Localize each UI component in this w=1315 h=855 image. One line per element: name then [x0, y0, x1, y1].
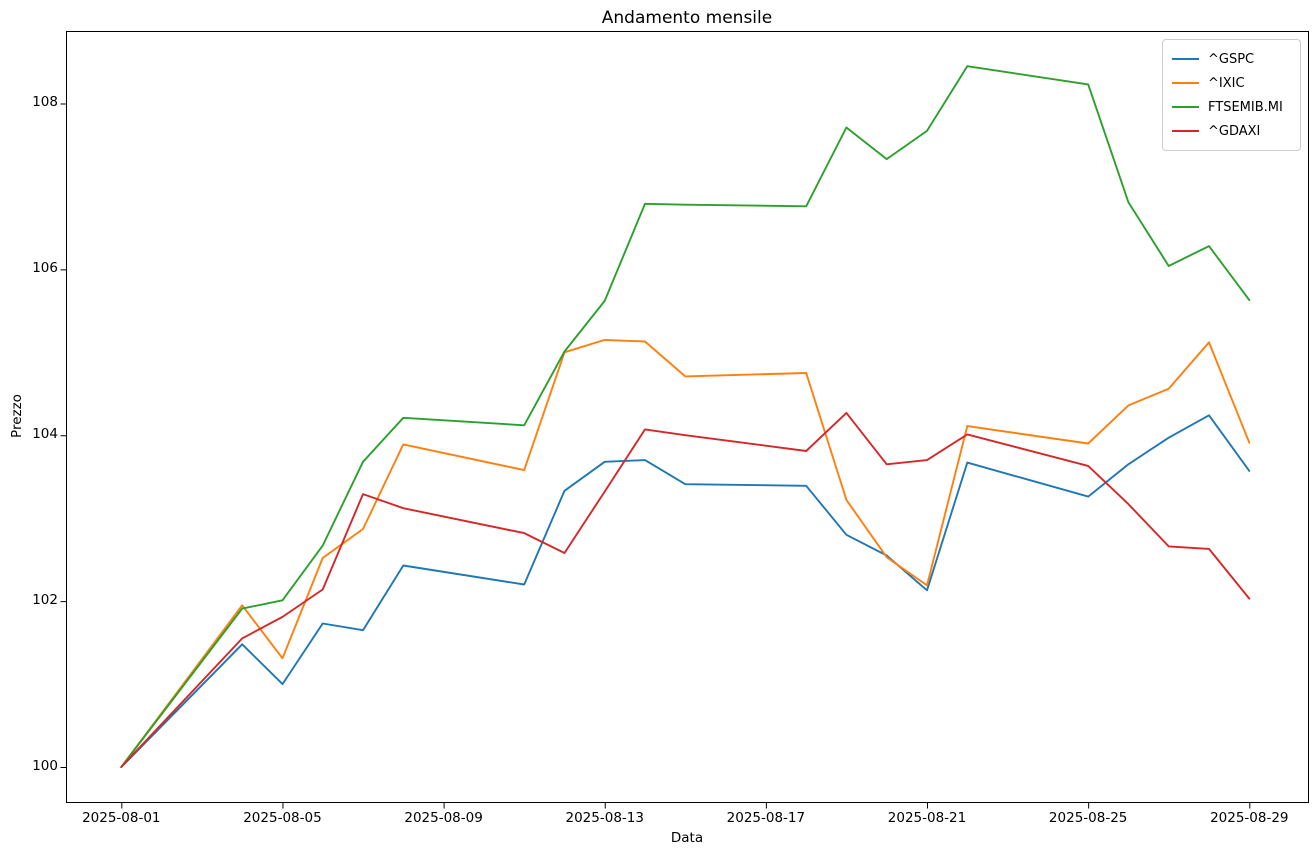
y-tick-label: 108: [32, 94, 58, 111]
x-tick-label: 2025-08-17: [726, 810, 806, 826]
x-axis-label: Data: [670, 830, 704, 846]
y-tick-label: 102: [32, 592, 58, 609]
series-line-ftsemibmi: [120, 65, 1251, 768]
x-tick-label: 2025-08-25: [1048, 810, 1128, 826]
x-tick-label: 2025-08-09: [404, 810, 483, 826]
legend-item: ^IXIC: [1172, 71, 1290, 95]
y-tick-label: 104: [32, 426, 58, 443]
legend-item: ^GDAXI: [1172, 119, 1290, 143]
y-tick-label: 106: [32, 260, 58, 277]
legend-item: ^GSPC: [1172, 47, 1290, 71]
legend-label: ^GSPC: [1208, 51, 1255, 67]
legend-line-swatch: [1172, 58, 1199, 60]
legend-line-swatch: [1172, 130, 1199, 132]
x-tick-label: 2025-08-01: [82, 810, 161, 826]
legend-label: FTSEMIB.MI: [1208, 99, 1283, 115]
x-tick-label: 2025-08-21: [887, 810, 967, 826]
x-tick-label: 2025-08-05: [243, 810, 322, 826]
x-tick-label: 2025-08-13: [565, 810, 644, 826]
series-line-gspc: [120, 414, 1251, 768]
legend-label: ^IXIC: [1208, 75, 1245, 91]
x-tick-label: 2025-08-29: [1210, 810, 1289, 826]
series-line-ixic: [120, 338, 1251, 768]
legend-item: FTSEMIB.MI: [1172, 95, 1290, 119]
y-tick-label: 100: [32, 757, 58, 774]
legend-line-swatch: [1172, 106, 1199, 108]
chart-title: Andamento mensile: [601, 8, 773, 28]
y-axis-label: Prezzo: [9, 394, 25, 438]
series-line-gdaxi: [120, 411, 1251, 768]
axes-spines: [66, 31, 1309, 803]
legend-line-swatch: [1172, 82, 1199, 84]
legend-label: ^GDAXI: [1208, 123, 1261, 139]
legend: ^GSPC ^IXIC FTSEMIB.MI ^GDAXI: [1162, 39, 1301, 151]
